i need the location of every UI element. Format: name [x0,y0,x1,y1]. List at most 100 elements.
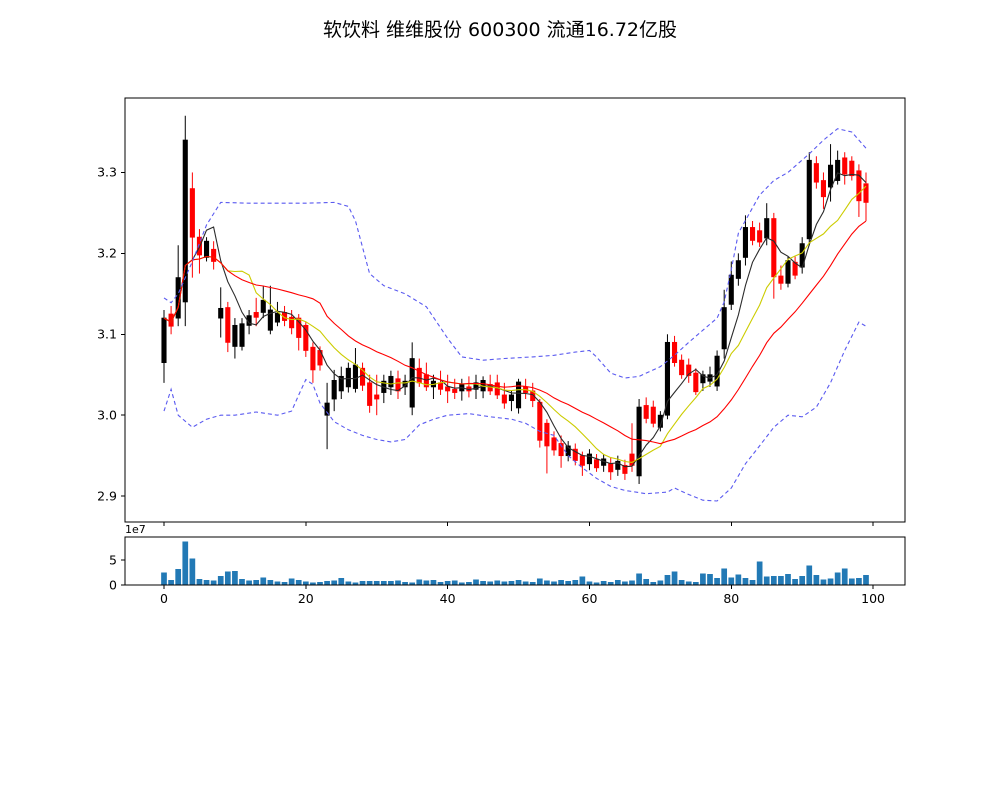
volume-bar [643,579,650,585]
volume-bar [224,571,231,585]
volume-bar [685,581,692,585]
volume-bar [395,580,401,585]
volume-bar [338,578,345,585]
candle-body-down [296,317,302,338]
candle-body-up [338,375,344,392]
volume-axis-ticks: 0 5 0 20 40 60 80 100 [109,552,885,606]
overlay-lines [163,128,867,502]
volume-bar [352,582,359,585]
candle-body-down [686,364,692,376]
x-tick-label: 0 [160,591,168,606]
candle-body-down [437,382,444,390]
volume-bar [189,558,196,585]
ma-slow-line [163,220,867,445]
volume-bar [466,582,472,585]
candle-body-down [225,307,231,343]
price-tick-label: 3.2 [97,246,117,261]
volume-bar [239,579,245,585]
volume-bar [388,581,394,585]
volume-bar [373,581,380,585]
volume-bar [657,580,664,585]
volume-bar [848,578,855,585]
volume-bar [856,578,862,585]
band-lower-line [163,321,867,502]
candle-body-up [636,406,642,477]
volume-bar [331,580,338,585]
volume-bar [246,580,252,585]
volume-bar [416,579,423,585]
volume-bar [558,580,564,585]
volume-bar [232,571,238,585]
x-tick-label: 40 [440,591,456,606]
volume-bar [586,581,593,585]
candle-body-down [842,157,848,175]
volume-bar [799,576,806,585]
volume-bar [302,581,309,585]
volume-bar [281,582,288,585]
volume-bar [253,580,260,585]
candle-body-down [813,163,819,183]
candle-body-up [742,227,749,258]
ma-mid-line [163,185,867,463]
candle-body-down [289,316,295,329]
volume-bar [756,561,763,585]
volume-bar [671,571,678,585]
candle-body-up [700,374,706,384]
candle-body-up [232,324,238,347]
candle-body-up [806,159,812,240]
volume-bar [317,582,323,585]
price-axis-ticks: 2.9 3.0 3.1 3.2 3.3 [97,165,874,526]
candle-body-up [218,307,224,319]
volume-bar [536,578,543,585]
price-tick-label: 3.0 [97,407,117,422]
volume-bar [267,580,274,585]
volume-bar [579,576,586,585]
volume-bar [629,580,635,585]
candle-body-up [586,453,593,465]
volume-bar [487,581,494,585]
volume-bar [600,581,607,585]
candle-body-down [622,464,628,474]
volume-bar [324,581,330,585]
volume-bar [458,582,465,585]
candle-body-down [211,248,217,262]
candle-body-down [608,463,614,473]
candle-body-up [827,164,834,188]
candle-body-down [168,313,174,327]
volume-bar [182,541,189,585]
candle-body-down [856,170,862,202]
candle-body-up [388,375,394,388]
volume-bar [402,582,408,585]
volume-bar [423,580,430,585]
candle-body-down [558,443,564,457]
chart-title: 软饮料 维维股份 600300 流通16.72亿股 [323,19,677,41]
volume-series [161,541,869,585]
band-upper-line [163,128,867,379]
volume-bar [359,581,366,585]
volume-bar [593,582,600,585]
candle-body-down [593,459,600,469]
candle-body-up [324,402,330,416]
candle-body-up [239,323,245,347]
volume-bar [175,569,182,585]
candle-body-down [452,388,458,393]
candle-body-down [310,346,316,371]
candle-body-up [728,274,734,305]
volume-bar [707,574,713,585]
candle-body-down [863,183,869,203]
candle-body-down [537,401,543,441]
candle-body-up [508,394,515,402]
volume-bar [749,580,756,585]
candle-body-down [374,394,380,400]
candle-body-down [849,160,855,177]
volume-bar [714,578,720,585]
candle-body-down [572,448,578,461]
volume-bar [508,581,515,585]
volume-bar [813,575,820,585]
price-plot-frame [124,97,906,523]
volume-bar [260,577,267,585]
volume-bar [295,580,302,585]
candle-body-up [735,260,741,279]
candle-body-down [749,227,756,241]
candle-body-down [671,341,678,363]
